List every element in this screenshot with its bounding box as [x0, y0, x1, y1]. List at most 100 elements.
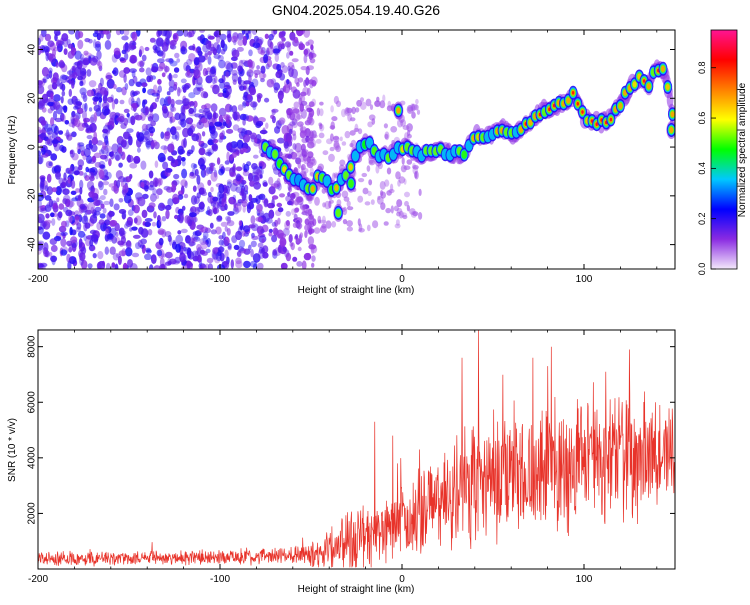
heatmap-noise-cell: [104, 154, 109, 162]
heatmap-noise-cell: [206, 257, 214, 264]
heatmap-noise-cell: [125, 220, 133, 227]
heatmap-noise-cell: [182, 98, 191, 107]
heatmap-noise-cell: [200, 191, 208, 197]
heatmap-noise-cell: [189, 125, 196, 133]
heatmap-halo-cell: [328, 200, 332, 209]
heatmap-noise-cell: [148, 184, 155, 191]
heatmap-noise-cell: [237, 65, 243, 72]
heatmap-noise-cell: [75, 188, 80, 193]
heatmap-noise-cell: [192, 185, 197, 192]
heatmap-noise-cell: [311, 255, 316, 262]
heatmap-noise-cell: [79, 80, 84, 87]
y-tick-label: 0: [27, 144, 38, 150]
heatmap-noise-cell: [214, 75, 218, 84]
heatmap-noise-cell: [281, 37, 286, 42]
heatmap-noise-cell: [224, 203, 228, 211]
heatmap-noise-cell: [261, 247, 265, 255]
heatmap-noise-cell: [123, 131, 130, 140]
heatmap-noise-cell: [77, 39, 84, 50]
heatmap-noise-cell: [93, 131, 98, 140]
heatmap-noise-cell: [209, 68, 217, 78]
heatmap-noise-cell: [265, 217, 273, 224]
heatmap-noise-cell: [156, 37, 164, 47]
heatmap-noise-cell: [100, 154, 108, 160]
heatmap-noise-cell: [51, 131, 58, 139]
heatmap-noise-cell: [153, 211, 157, 219]
heatmap-noise-cell: [307, 151, 314, 159]
heatmap-halo-cell: [346, 206, 354, 211]
heatmap-halo-cell: [305, 209, 310, 217]
heatmap-noise-cell: [277, 207, 284, 213]
heatmap-noise-cell: [285, 195, 292, 202]
heatmap-halo-cell: [398, 176, 406, 184]
heatmap-halo-cell: [364, 201, 371, 206]
heatmap-halo-cell: [300, 165, 304, 171]
heatmap-noise-cell: [159, 204, 165, 209]
heatmap-noise-cell: [106, 78, 115, 89]
heatmap-noise-cell: [65, 167, 70, 174]
heatmap-halo-cell: [385, 207, 392, 214]
heatmap-halo-cell: [366, 224, 371, 232]
heatmap-noise-cell: [239, 85, 245, 91]
heatmap-halo-cell: [299, 95, 306, 103]
heatmap-noise-cell: [79, 87, 87, 96]
heatmap-noise-cell: [79, 67, 87, 77]
colorbar-gradient: [711, 30, 737, 269]
heatmap-noise-cell: [109, 198, 114, 207]
heatmap-noise-cell: [226, 179, 233, 185]
heatmap-noise-cell: [161, 216, 167, 222]
heatmap-halo-cell: [307, 135, 315, 144]
heatmap-noise-cell: [91, 155, 96, 162]
heatmap-noise-cell: [103, 188, 108, 196]
heatmap-noise-cell: [127, 209, 134, 217]
heatmap-noise-cell: [183, 61, 189, 72]
heatmap-noise-cell: [74, 50, 82, 60]
heatmap-noise-cell: [207, 263, 213, 269]
heatmap-noise-cell: [188, 172, 197, 179]
heatmap-noise-cell: [237, 127, 246, 134]
heatmap-halo-cell: [314, 196, 320, 206]
heatmap-noise-cell: [125, 176, 132, 183]
heatmap-noise-cell: [273, 228, 280, 237]
heatmap-noise-cell: [148, 137, 154, 143]
heatmap-noise-cell: [238, 239, 246, 248]
heatmap-noise-cell: [48, 161, 53, 167]
heatmap-noise-cell: [248, 244, 252, 251]
heatmap-noise-cell: [208, 118, 216, 127]
heatmap-noise-cell: [75, 112, 81, 120]
heatmap-noise-cell: [108, 117, 115, 126]
heatmap-noise-cell: [75, 226, 82, 233]
heatmap-noise-cell: [99, 86, 107, 95]
heatmap-noise-cell: [88, 80, 97, 88]
heatmap-noise-cell: [292, 222, 298, 228]
heatmap-noise-cell: [237, 227, 243, 236]
heatmap-noise-cell: [255, 122, 262, 129]
heatmap-halo-cell: [404, 200, 409, 207]
heatmap-noise-cell: [217, 264, 225, 269]
heatmap-halo-cell: [382, 94, 386, 103]
heatmap-noise-cell: [271, 221, 277, 227]
heatmap-noise-cell: [58, 130, 64, 135]
heatmap-noise-cell: [289, 31, 296, 41]
heatmap-noise-cell: [226, 216, 232, 224]
heatmap-noise-cell: [38, 213, 45, 224]
heatmap-noise-cell: [113, 47, 121, 56]
heatmap-noise-cell: [99, 164, 105, 169]
heatmap-noise-cell: [97, 260, 106, 269]
heatmap-noise-cell: [114, 98, 119, 105]
heatmap-noise-cell: [78, 31, 84, 39]
heatmap-noise-cell: [268, 176, 274, 186]
heatmap-ridge-cell: [348, 164, 353, 171]
heatmap-noise-cell: [172, 239, 176, 246]
heatmap-halo-cell: [368, 159, 376, 166]
heatmap-halo-cell: [298, 153, 305, 163]
heatmap-noise-cell: [218, 107, 227, 117]
heatmap-noise-cell: [276, 202, 283, 208]
heatmap-noise-cell: [283, 141, 289, 149]
heatmap-noise-cell: [70, 179, 76, 189]
heatmap-noise-cell: [200, 200, 205, 208]
heatmap-noise-cell: [83, 147, 91, 158]
heatmap-ridge-cell: [528, 119, 533, 126]
heatmap-noise-cell: [200, 91, 208, 99]
heatmap-noise-cell: [262, 182, 268, 187]
